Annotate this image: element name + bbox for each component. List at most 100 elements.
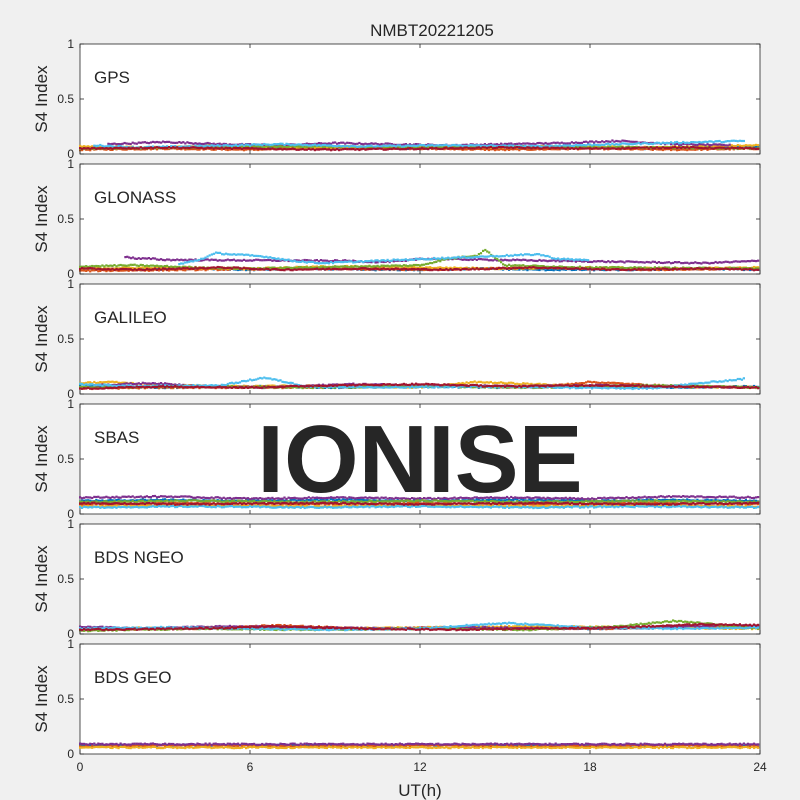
data-point [242, 144, 246, 147]
data-point [267, 268, 270, 271]
data-point [147, 257, 150, 260]
data-point [651, 147, 654, 150]
data-point [188, 141, 191, 145]
data-point [744, 144, 747, 147]
data-point [155, 146, 159, 149]
data-point [757, 144, 760, 147]
data-point [443, 267, 446, 270]
data-point [582, 140, 586, 143]
data-point [133, 263, 136, 266]
data-point [653, 268, 656, 271]
data-point [222, 268, 225, 271]
data-point [633, 266, 636, 269]
data-point [228, 266, 231, 269]
data-point [232, 266, 235, 269]
data-point [738, 139, 741, 142]
data-point [238, 144, 242, 147]
data-point [552, 269, 555, 272]
data-point [117, 387, 120, 390]
data-point [313, 259, 316, 262]
data-point [160, 258, 163, 261]
data-point [463, 258, 466, 261]
data-point [283, 147, 286, 151]
data-point [661, 146, 665, 149]
data-point [694, 267, 697, 270]
data-point [273, 259, 276, 262]
data-point [435, 146, 438, 150]
data-point [287, 148, 290, 151]
data-point [125, 146, 128, 149]
data-point [570, 141, 573, 144]
data-point [249, 143, 252, 146]
data-point [160, 266, 163, 269]
data-point [726, 140, 729, 143]
data-point [607, 142, 610, 145]
data-point [180, 258, 183, 261]
data-point [164, 265, 167, 268]
data-point [712, 145, 715, 148]
data-point [752, 147, 756, 150]
data-point [467, 256, 470, 259]
data-point [435, 148, 438, 151]
data-point [417, 143, 420, 146]
data-point [224, 144, 227, 147]
data-point [524, 147, 527, 150]
data-point [342, 265, 345, 268]
data-point [578, 259, 582, 262]
panel-label: GLONASS [94, 188, 176, 207]
data-point [512, 258, 515, 261]
data-point [145, 141, 148, 144]
data-point [611, 145, 614, 148]
data-point [635, 268, 638, 271]
data-point [414, 257, 417, 260]
data-point [247, 148, 250, 151]
data-point [406, 147, 410, 150]
data-point [259, 259, 262, 262]
data-point [520, 143, 523, 146]
data-point [374, 267, 377, 270]
data-point [275, 259, 278, 262]
data-point [259, 145, 262, 148]
data-point [309, 260, 312, 263]
data-point [736, 260, 739, 263]
data-point [107, 144, 110, 147]
data-point [595, 268, 598, 271]
data-point [378, 147, 381, 150]
data-point [738, 266, 741, 269]
data-point [334, 265, 337, 268]
data-point [498, 259, 501, 262]
data-point [190, 258, 193, 261]
data-point [706, 148, 709, 151]
data-point [698, 262, 701, 265]
data-point [242, 266, 246, 269]
data-point [356, 145, 359, 148]
data-point [637, 261, 640, 264]
data-point [336, 142, 339, 145]
data-point [544, 266, 547, 269]
data-point [504, 258, 507, 261]
data-point [461, 148, 464, 151]
data-point [297, 145, 300, 148]
data-point [382, 267, 385, 270]
data-point [307, 144, 310, 147]
data-point [283, 266, 286, 269]
data-point [129, 268, 132, 271]
data-point [728, 143, 731, 146]
data-point [617, 143, 620, 146]
data-point [698, 146, 701, 149]
data-point [228, 143, 231, 146]
data-point [182, 141, 185, 144]
data-point [317, 268, 320, 271]
data-point [362, 147, 365, 150]
data-point [461, 256, 464, 259]
data-point [593, 268, 596, 271]
data-point [587, 143, 590, 146]
data-point [562, 144, 565, 147]
data-point [497, 148, 501, 151]
data-point [176, 146, 179, 149]
data-point [330, 386, 333, 390]
data-point [166, 148, 169, 151]
data-point [338, 142, 341, 145]
data-point [548, 266, 551, 270]
data-point [694, 141, 697, 144]
